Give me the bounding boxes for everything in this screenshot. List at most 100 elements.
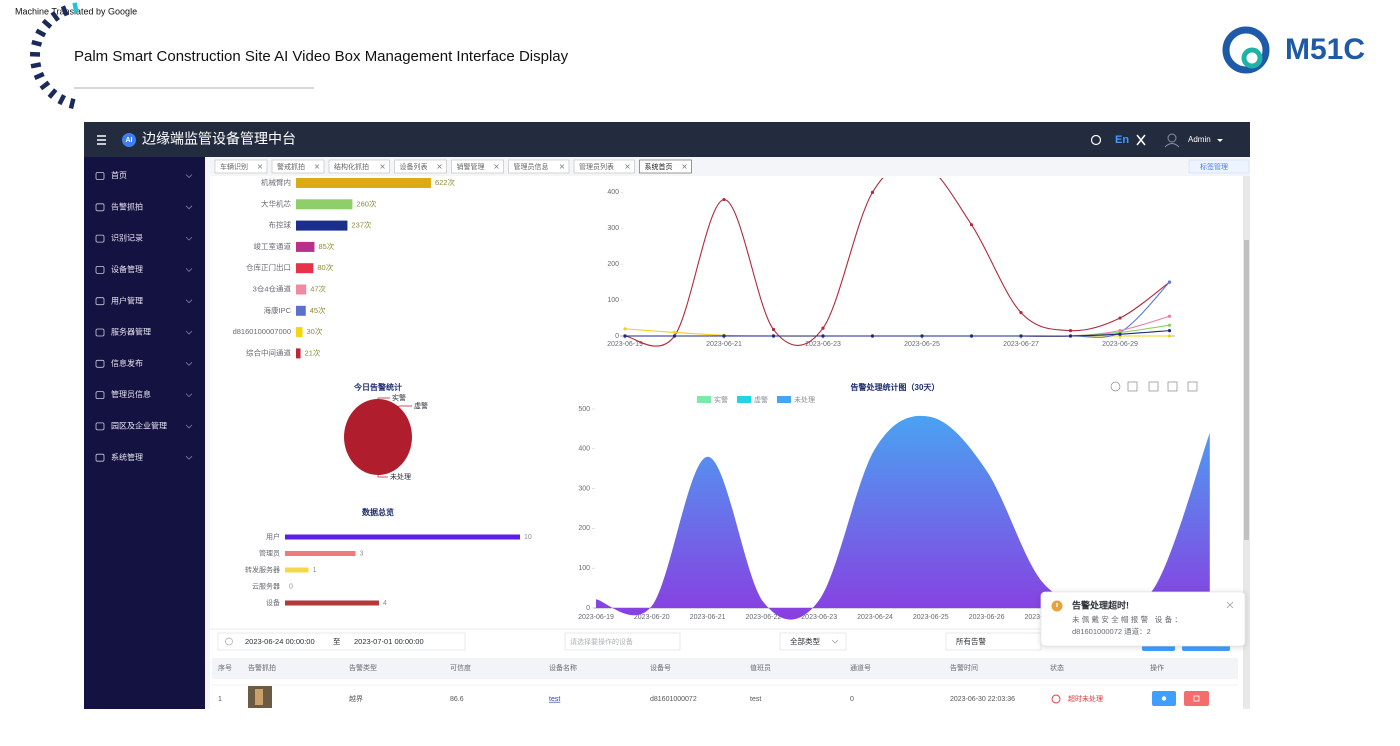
x-tick-label: 2023-06-23 [801,614,837,621]
legend-swatch[interactable] [737,396,751,403]
tab-label[interactable]: 车辆识别 [220,162,248,171]
toolbar-icon[interactable] [1167,381,1178,392]
tab[interactable] [328,159,390,174]
line-point [1167,334,1172,338]
menu-item[interactable]: 首页 [111,170,127,180]
menu-button[interactable] [97,135,106,145]
tab[interactable] [451,159,504,174]
refresh-icon[interactable] [1090,134,1102,146]
menu-icon [95,453,105,462]
arc-dash [72,2,79,14]
tab-close[interactable] [257,164,263,169]
tab-label[interactable]: 结构化抓拍 [334,162,369,171]
tab[interactable] [271,159,325,174]
logo-inner [1241,47,1263,69]
tab-label[interactable]: 管理员列表 [579,162,614,171]
tab-close[interactable] [559,164,565,169]
scroll-thumb[interactable] [1244,240,1249,540]
x-tick-label: 2023-06-23 [805,341,841,348]
pie-label: 未处理 [390,472,411,481]
tab-label[interactable]: 销警管理 [457,162,485,171]
toast [1040,591,1246,647]
menu-item[interactable]: 告警抓拍 [111,201,143,211]
toolbar-icon[interactable] [1110,381,1121,392]
tab[interactable] [508,159,570,174]
value-label: 10 [524,534,532,541]
tab-label[interactable]: 系统首页 [645,162,673,171]
arc-dash [60,5,69,17]
legend-label[interactable]: 实警 [714,395,728,404]
toast-title: 告警处理超时! [1072,599,1129,610]
menu-icon [95,297,105,306]
line-point [1167,314,1172,318]
menu-item[interactable]: 设备管理 [111,264,143,274]
legend-label[interactable]: 未处理 [794,395,815,404]
lang-switch[interactable]: En [1115,134,1129,146]
bar [296,178,431,188]
cell-status: 超时未处理 [1068,694,1103,703]
toolbar-icon[interactable] [1187,381,1198,392]
type-select-label: 全部类型 [790,636,820,646]
tab-close[interactable] [682,164,687,169]
tab-menu[interactable]: 标签管理 [1200,162,1228,171]
tab-close[interactable] [314,164,320,169]
tab[interactable] [573,159,635,174]
column-header: 序号 [218,663,232,672]
fullscreen-icon[interactable] [1136,134,1146,146]
menu-item[interactable]: 信息发布 [111,358,143,368]
app-window: AI 边缘端监管设备管理中台 En Admin 标签管理 首页告警抓拍识别记录设… [84,122,1250,709]
arc-dash [41,18,53,29]
date-start: 2023-06-24 00:00:00 [245,637,315,646]
line-point [623,334,627,338]
menu-item[interactable]: 服务器管理 [111,327,151,337]
menu-chevron [185,455,193,460]
menu-item[interactable]: 园区及企业管理 [111,421,167,431]
tab-close[interactable] [437,164,442,169]
x-tick-label: 2023-06-27 [1003,341,1039,348]
pie-leader [377,397,390,404]
tab-label[interactable]: 警戒抓拍 [277,162,305,171]
logo-text: M51C [1285,33,1365,66]
tab-close[interactable] [380,164,385,169]
y-tick-label: 0 [615,333,619,340]
cell-no: 1 [218,696,222,703]
toast-close[interactable] [1226,601,1234,609]
toolbar-icon[interactable] [1127,381,1138,392]
tab-menu-button[interactable] [1188,159,1250,174]
legend-swatch[interactable] [777,396,791,403]
menu-item[interactable]: 识别记录 [111,234,143,243]
menu-item[interactable]: 管理员信息 [111,389,151,399]
device-select[interactable] [564,632,681,651]
tab-label[interactable]: 设备列表 [400,162,428,171]
legend-swatch[interactable] [697,396,711,403]
value-label: 237次 [351,220,372,230]
toolbar-icon[interactable] [1148,381,1159,392]
bar-label: 转发服务器 [245,565,280,574]
cell-device-name[interactable]: test [549,696,560,703]
table-header [212,658,1238,679]
x-tick-label: 2023-06-25 [904,341,940,348]
cell-time: 2023-06-30 22:03:36 [950,696,1015,703]
tab-close[interactable] [625,164,630,169]
type-select[interactable] [779,632,847,651]
legend-label[interactable]: 虚警 [754,395,768,404]
value-label: 80次 [317,262,333,272]
y-tick-label: 400 [578,446,590,453]
tab[interactable] [639,159,692,174]
user-name[interactable]: Admin [1188,135,1211,144]
menu-icon [95,172,105,180]
column-header: 状态 [1050,663,1064,672]
menu-item[interactable]: 用户管理 [111,295,143,305]
line-point [870,334,875,338]
tab-label[interactable]: 管理员信息 [514,162,549,171]
alarm-select-label: 所有告警 [956,636,986,646]
tab-close[interactable] [494,164,499,169]
menu-item[interactable]: 系统管理 [111,452,143,462]
date-range[interactable] [217,632,466,651]
tab[interactable] [394,159,447,174]
arc-dash [68,98,76,109]
x-tick-label: 2023-06-24 [857,614,893,621]
line-point [623,327,627,331]
tab[interactable] [214,159,268,174]
delete-button[interactable] [1184,691,1209,706]
